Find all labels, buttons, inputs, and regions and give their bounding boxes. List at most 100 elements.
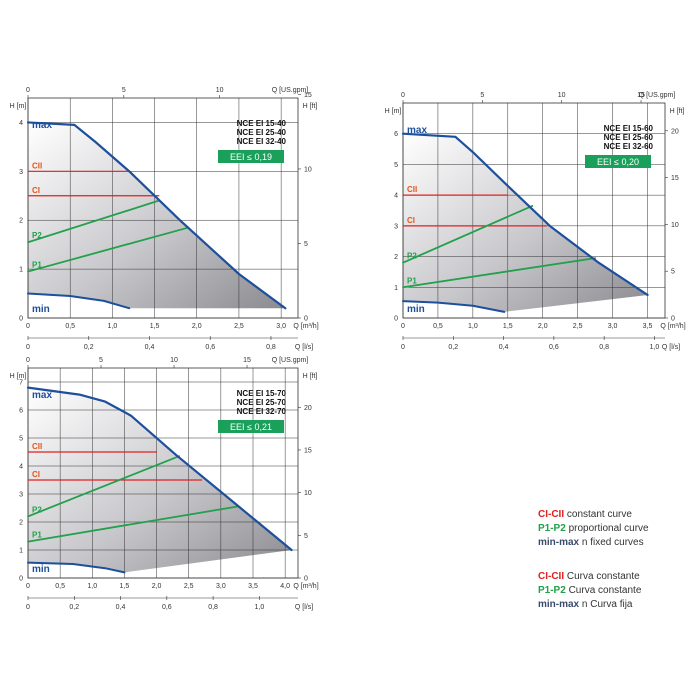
curve-label-max: max <box>407 125 427 136</box>
curve-min <box>402 300 506 313</box>
eei-box <box>218 150 284 163</box>
model-name: NCE EI 32-40 <box>237 137 287 146</box>
curve-label-p1: P1 <box>407 276 417 285</box>
y-tick-label: 4 <box>19 464 23 471</box>
operating-area <box>403 133 648 312</box>
ls-tick-label: 0,6 <box>205 344 215 351</box>
legend-english: CI-CII constant curve P1-P2 proportional… <box>538 508 649 550</box>
legend-item: P1-P2 proportional curve <box>538 523 649 534</box>
legend-item: CI-CII Curva constante <box>538 571 640 582</box>
y-tick-label: 3 <box>394 223 398 230</box>
curve-label-p2: P2 <box>32 231 42 240</box>
ls-tick-label: 0,2 <box>69 604 79 611</box>
curve-label-p2: P2 <box>407 252 417 261</box>
curve-label-p1: P1 <box>32 531 42 540</box>
x-tick-label: 2,0 <box>538 323 548 330</box>
gpm-tick-label: 10 <box>558 92 566 99</box>
gpm-axis-label: Q [US.gpm] <box>272 87 309 94</box>
x-tick-label: 0 <box>401 323 405 330</box>
gpm-tick-label: 10 <box>216 87 224 94</box>
x-tick-label: 0 <box>26 583 30 590</box>
y-tick-label: 6 <box>19 408 23 415</box>
x-tick-label: 2,5 <box>184 583 194 590</box>
ls-tick-label: 0 <box>26 344 30 351</box>
curve-label-p2: P2 <box>32 505 42 514</box>
gpm-tick-label: 5 <box>99 357 103 364</box>
ft-tick-label: 10 <box>304 166 312 173</box>
curve-p1 <box>402 257 597 289</box>
ls-tick-label: 1,0 <box>254 604 264 611</box>
gpm-axis-label: Q [US.gpm] <box>272 357 309 364</box>
plot-frame <box>27 367 299 579</box>
x-tick-label: 2,0 <box>152 583 162 590</box>
ls-tick-label: 0,6 <box>549 344 559 351</box>
chart-2: 0 0,5 1,0 1,5 2,0 2,5 3,0 3,5 Q [m³/h]0 0,2 0,4 0,6… <box>385 92 686 351</box>
ft-tick-label: 0 <box>304 576 308 583</box>
ft-tick-label: 5 <box>304 241 308 248</box>
model-name: NCE EI 25-70 <box>237 398 287 407</box>
ft-tick-label: 20 <box>304 405 312 412</box>
ls-tick-label: 0,2 <box>448 344 458 351</box>
y-tick-label: 3 <box>19 169 23 176</box>
ft-tick-label: 5 <box>304 533 308 540</box>
ls-axis-label: Q [l/s] <box>662 344 680 351</box>
y-tick-label: 1 <box>394 285 398 292</box>
ls-tick-label: 0,8 <box>266 344 276 351</box>
x-tick-label: 3,0 <box>216 583 226 590</box>
model-name: NCE EI 25-60 <box>604 133 654 142</box>
curve-label-cii: CII <box>407 185 417 194</box>
eei-label: EEI ≤ 0,21 <box>230 422 272 432</box>
y-axis-label: H [m] <box>10 373 27 380</box>
ls-tick-label: 1,0 <box>650 344 660 351</box>
y-tick-label: 0 <box>19 316 23 323</box>
y-tick-label: 4 <box>394 193 398 200</box>
x-tick-label: 2,5 <box>573 323 583 330</box>
curve-p1 <box>27 226 190 273</box>
y-axis-label: H [m] <box>385 108 402 115</box>
curve-label-cii: CII <box>32 442 42 451</box>
gpm-tick-label: 5 <box>480 92 484 99</box>
ft-tick-label: 10 <box>671 222 679 229</box>
ls-tick-label: 0 <box>26 604 30 611</box>
x-tick-label: 0,5 <box>65 323 75 330</box>
ls-axis-label: Q [l/s] <box>295 604 313 611</box>
x-tick-label: 4,0 <box>280 583 290 590</box>
y-tick-label: 3 <box>19 492 23 499</box>
y-tick-label: 2 <box>19 218 23 225</box>
curve-label-ci: CI <box>407 216 415 225</box>
gpm-tick-label: 10 <box>170 357 178 364</box>
eei-box <box>218 420 284 433</box>
curve-min <box>27 292 131 310</box>
gpm-tick-label: 0 <box>401 92 405 99</box>
y-tick-label: 4 <box>19 120 23 127</box>
model-name: NCE EI 32-70 <box>237 407 287 416</box>
x-tick-label: 1,0 <box>87 583 97 590</box>
y-tick-label: 7 <box>19 380 23 387</box>
y-tick-label: 1 <box>19 548 23 555</box>
curve-p1 <box>27 505 238 543</box>
curve-min <box>27 561 126 574</box>
curve-label-min: min <box>32 564 50 575</box>
gpm-tick-label: 15 <box>243 357 251 364</box>
curve-p2 <box>27 199 160 244</box>
x-axis-label: Q [m³/h] <box>660 323 685 330</box>
curve-label-p1: P1 <box>32 261 42 270</box>
ls-axis-label: Q [l/s] <box>295 344 313 351</box>
y-tick-label: 0 <box>19 576 23 583</box>
y-tick-label: 1 <box>19 267 23 274</box>
legend-item: min-max n fixed curves <box>538 537 644 548</box>
gpm-tick-label: 0 <box>26 357 30 364</box>
curve-label-min: min <box>32 304 50 315</box>
curve-max <box>401 132 649 297</box>
y-tick-label: 6 <box>394 131 398 138</box>
ls-tick-label: 0 <box>401 344 405 351</box>
curve-p2 <box>402 204 534 264</box>
ft-axis-label: H [ft] <box>303 373 318 380</box>
curve-label-max: max <box>32 390 52 401</box>
eei-box <box>585 155 651 168</box>
curve-label-max: max <box>32 120 52 131</box>
gpm-tick-label: 5 <box>122 87 126 94</box>
ls-tick-label: 0,8 <box>208 604 218 611</box>
y-tick-label: 2 <box>19 520 23 527</box>
x-tick-label: 1,0 <box>468 323 478 330</box>
